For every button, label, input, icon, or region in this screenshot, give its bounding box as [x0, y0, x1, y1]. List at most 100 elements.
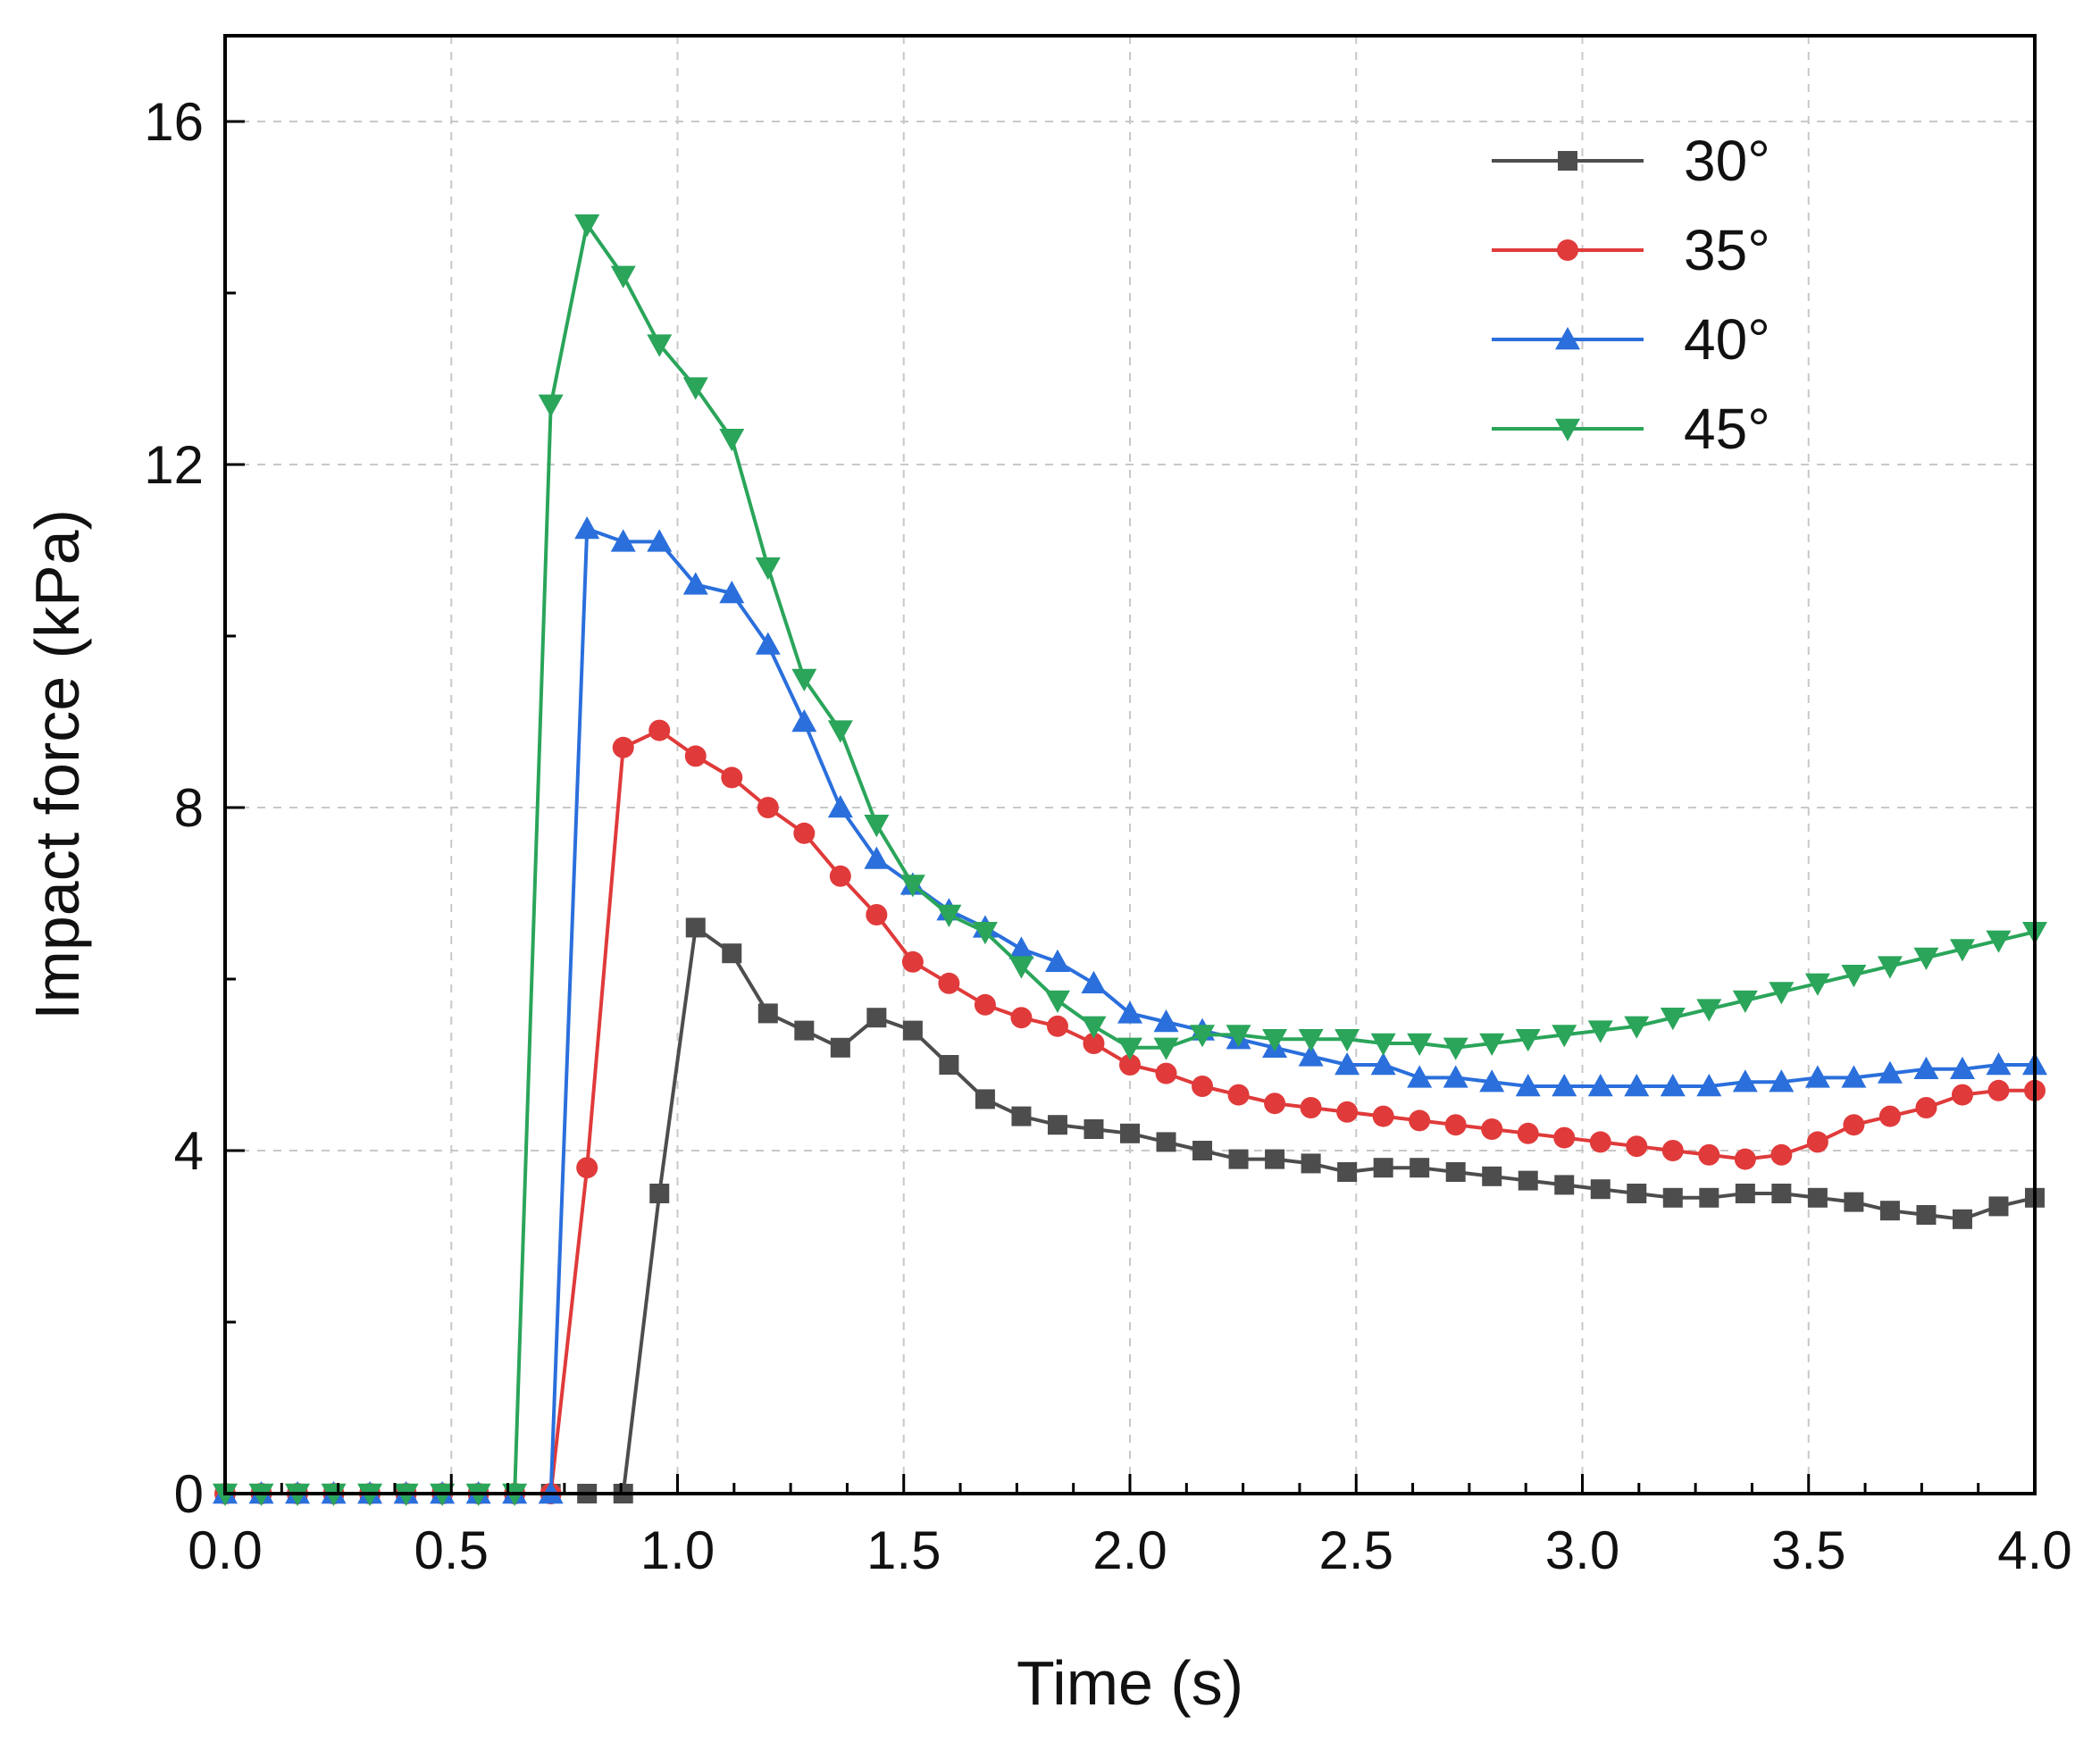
data-point — [1698, 1143, 1720, 1166]
data-point — [649, 1184, 670, 1203]
x-tick-label: 0.0 — [188, 1520, 262, 1580]
x-tick-label: 1.5 — [866, 1520, 941, 1580]
legend-entry: 40° — [1492, 307, 1770, 372]
data-point — [574, 214, 600, 238]
data-point — [1300, 1097, 1322, 1118]
data-point — [866, 904, 888, 925]
data-point — [1153, 1009, 1179, 1033]
data-point — [794, 1020, 815, 1041]
data-point — [975, 1089, 995, 1109]
data-point — [1443, 1037, 1468, 1060]
y-tick-label: 4 — [174, 1121, 204, 1181]
tick-labels: 0.0 0.5 1.0 1.5 2.0 2.5 3.0 3.5 4.0 0 4 8 12 16 — [144, 92, 2071, 1580]
data-point — [1879, 1201, 1900, 1221]
data-point — [1336, 1101, 1359, 1123]
data-point — [1587, 1020, 1613, 1043]
data-point — [1010, 1007, 1033, 1029]
data-point — [1626, 1135, 1648, 1158]
legend-entry: 45° — [1492, 397, 1770, 461]
data-point — [719, 581, 745, 604]
y-tick-label: 0 — [174, 1464, 204, 1524]
data-point — [1696, 1074, 1722, 1097]
data-point — [1482, 1166, 1502, 1186]
legend-marker — [1558, 151, 1577, 171]
data-point — [1479, 1069, 1505, 1093]
data-point — [682, 572, 708, 595]
data-point — [1334, 1029, 1360, 1052]
data-point — [1008, 956, 1034, 979]
data-point — [939, 1055, 959, 1075]
data-point — [612, 736, 634, 758]
data-point — [1156, 1132, 1176, 1152]
data-point — [757, 797, 779, 818]
x-tick-label: 3.0 — [1545, 1520, 1619, 1580]
data-point — [1264, 1093, 1286, 1115]
data-point — [1518, 1170, 1538, 1191]
data-point — [827, 795, 853, 818]
series-1 — [214, 719, 2046, 1504]
data-point — [1949, 939, 1975, 962]
data-point — [791, 709, 817, 733]
legend-marker — [1557, 239, 1578, 261]
data-point — [1226, 1025, 1251, 1048]
data-point — [1916, 1205, 1937, 1225]
data-point — [1843, 1114, 1865, 1136]
data-point — [610, 529, 636, 552]
data-point — [1081, 1016, 1107, 1039]
data-point — [1662, 1187, 1683, 1208]
data-point — [1117, 1037, 1142, 1060]
data-point — [1479, 1033, 1505, 1056]
data-point — [1624, 1074, 1650, 1097]
data-point — [1734, 1148, 1756, 1170]
data-point — [647, 334, 673, 357]
x-axis-title: Time (s) — [1017, 1648, 1243, 1718]
data-point — [1262, 1029, 1288, 1052]
data-point — [899, 875, 925, 898]
data-point — [1949, 1056, 1975, 1079]
data-point — [1771, 1184, 1792, 1203]
data-point — [574, 516, 600, 540]
data-point — [1952, 1209, 1972, 1229]
data-point — [1590, 1179, 1611, 1200]
data-point — [1008, 936, 1034, 959]
data-point — [1445, 1162, 1466, 1182]
data-point — [1337, 1162, 1358, 1182]
x-tick-label: 1.0 — [640, 1520, 715, 1580]
data-point — [1443, 1065, 1468, 1088]
data-point — [1769, 1069, 1795, 1093]
legend-marker — [1555, 327, 1580, 350]
y-axis-title: Impact force (kPa) — [22, 509, 92, 1020]
legend-entry: 35° — [1492, 218, 1770, 282]
data-point — [1334, 1052, 1360, 1076]
data-point — [830, 1037, 850, 1058]
data-point — [1298, 1029, 1324, 1052]
legend: 30° 35° 40° 45° — [1492, 129, 1770, 461]
legend-label: 30° — [1684, 129, 1770, 193]
legend-label: 35° — [1684, 218, 1770, 282]
data-point — [1732, 990, 1758, 1013]
data-point — [1047, 1115, 1067, 1135]
data-point — [1227, 1084, 1250, 1106]
legend-marker — [1555, 418, 1580, 441]
data-point — [1153, 1037, 1179, 1060]
data-point — [1372, 1105, 1394, 1127]
data-point — [1228, 1149, 1249, 1169]
data-point — [1951, 1084, 1973, 1106]
data-point — [1699, 1187, 1719, 1208]
data-point — [1807, 1187, 1828, 1208]
data-point — [827, 720, 853, 743]
data-point — [610, 265, 636, 289]
data-point — [1661, 1140, 1684, 1161]
data-point — [1553, 1126, 1576, 1149]
data-point — [1804, 1065, 1830, 1088]
data-point — [1552, 1074, 1577, 1097]
data-point — [866, 1008, 887, 1028]
data-point — [1660, 1008, 1686, 1031]
data-point — [1769, 982, 1795, 1005]
data-point — [721, 766, 743, 789]
data-point — [1841, 1065, 1867, 1088]
series-layer — [213, 214, 2047, 1506]
data-point — [1987, 1079, 2010, 1101]
data-point — [1481, 1118, 1503, 1140]
data-point — [829, 865, 851, 887]
